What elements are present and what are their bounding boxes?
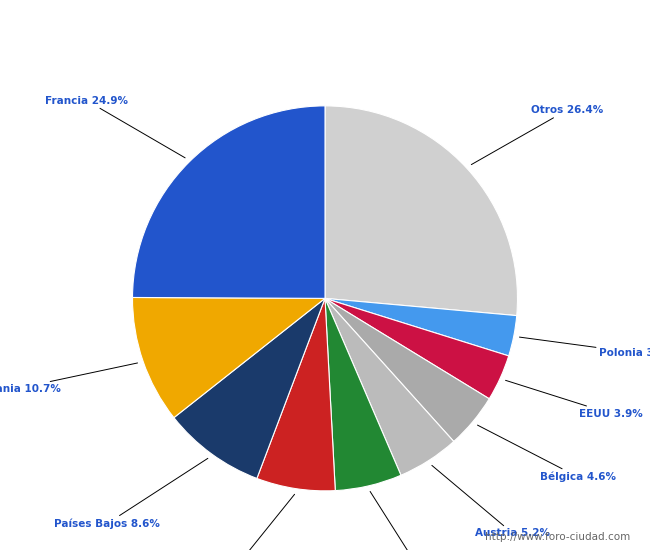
Wedge shape xyxy=(174,298,325,478)
Wedge shape xyxy=(325,298,489,442)
Wedge shape xyxy=(325,106,517,316)
Wedge shape xyxy=(325,298,517,356)
Text: Reino Unido 6.6%: Reino Unido 6.6% xyxy=(178,494,294,550)
Text: Francia 24.9%: Francia 24.9% xyxy=(45,96,185,158)
Wedge shape xyxy=(133,298,325,417)
Wedge shape xyxy=(133,106,325,298)
Text: Sant Vicenç dels Horts  -  Turistas extranjeros según país  -  Abril de 2024: Sant Vicenç dels Horts - Turistas extran… xyxy=(36,21,614,36)
Wedge shape xyxy=(257,298,335,491)
Text: Polonia 3.4%: Polonia 3.4% xyxy=(519,337,650,358)
Text: Países Bajos 8.6%: Países Bajos 8.6% xyxy=(54,458,208,529)
Text: Alemania 10.7%: Alemania 10.7% xyxy=(0,363,138,394)
Text: Otros 26.4%: Otros 26.4% xyxy=(471,105,603,164)
Wedge shape xyxy=(325,298,509,399)
Text: Austria 5.2%: Austria 5.2% xyxy=(432,465,551,538)
Text: Bélgica 4.6%: Bélgica 4.6% xyxy=(478,425,616,482)
Text: http://www.foro-ciudad.com: http://www.foro-ciudad.com xyxy=(486,532,630,542)
Text: EEUU 3.9%: EEUU 3.9% xyxy=(506,381,643,419)
Wedge shape xyxy=(325,298,454,475)
Wedge shape xyxy=(325,298,401,491)
Text: Italia 5.6%: Italia 5.6% xyxy=(370,492,452,550)
